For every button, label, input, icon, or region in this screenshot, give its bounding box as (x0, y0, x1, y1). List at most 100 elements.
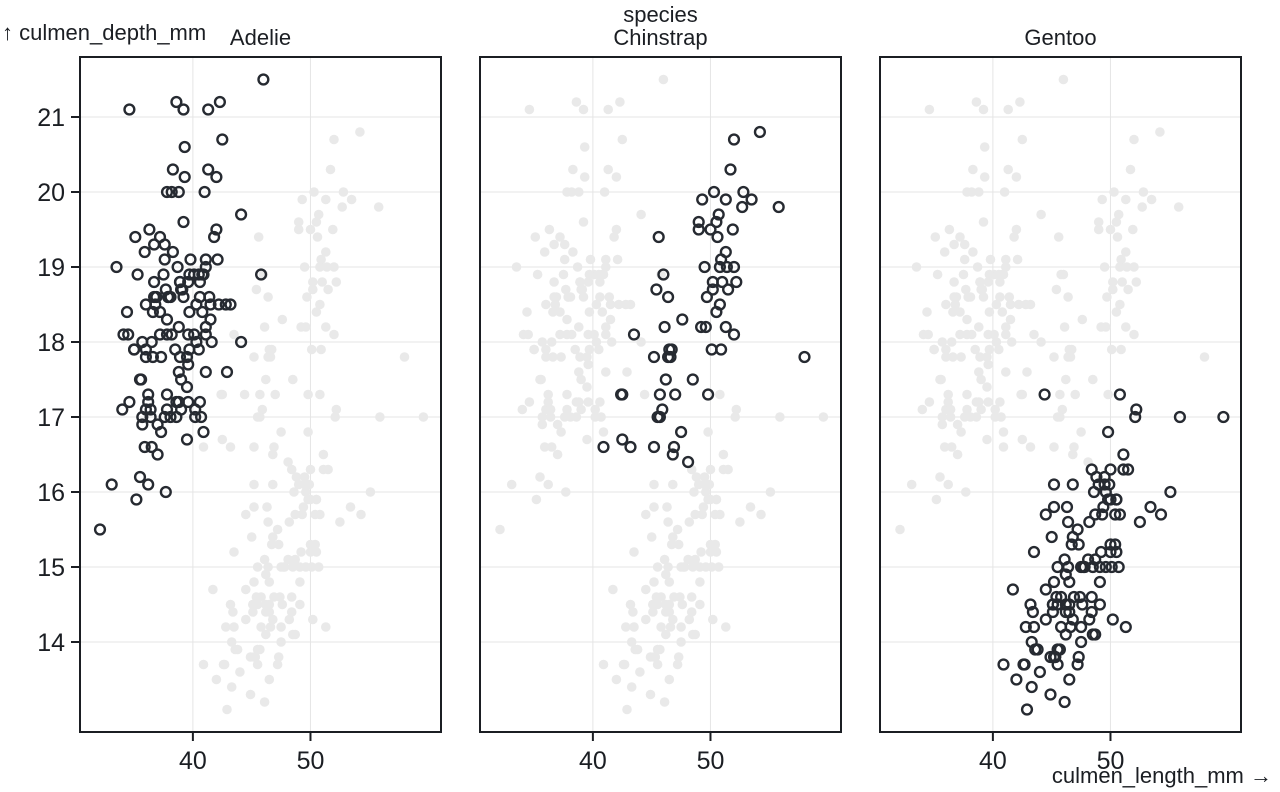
data-point (235, 335, 248, 349)
muted-point (1001, 367, 1011, 377)
data-point (1105, 560, 1118, 574)
data-point (659, 373, 672, 386)
muted-point (984, 307, 995, 317)
data-point (1062, 515, 1075, 529)
muted-point (321, 322, 331, 332)
muted-point (985, 254, 996, 265)
muted-point (225, 442, 236, 452)
muted-point (1105, 224, 1116, 235)
muted-point (676, 622, 686, 632)
muted-point (1131, 277, 1142, 287)
muted-point (399, 352, 410, 362)
muted-point (293, 217, 304, 227)
data-point (194, 410, 208, 424)
muted-point (984, 269, 995, 280)
data-point (160, 388, 174, 401)
muted-point (955, 232, 965, 242)
muted-point (571, 397, 582, 407)
data-point (1062, 560, 1075, 574)
facet-label-gentoo: Gentoo (1024, 25, 1097, 50)
muted-point (649, 577, 659, 587)
muted-point (323, 464, 333, 475)
data-point (1071, 658, 1084, 671)
muted-point (198, 659, 209, 670)
data-point (1075, 635, 1088, 649)
muted-point (548, 307, 558, 317)
muted-point (949, 292, 959, 302)
data-point (1085, 605, 1098, 619)
data-point (183, 305, 196, 319)
muted-point (735, 517, 745, 527)
muted-point (961, 284, 971, 295)
muted-point (1101, 322, 1111, 332)
muted-point (598, 659, 609, 670)
muted-point (609, 232, 619, 242)
facet-panel-adelie: 40 50 14 15 16 17 18 19 20 21 (37, 56, 442, 775)
data-point (182, 328, 195, 341)
data-point (1018, 658, 1031, 671)
muted-point (298, 502, 309, 512)
data-point (692, 215, 705, 229)
data-point (138, 440, 151, 454)
muted-point (962, 314, 972, 325)
muted-point (629, 622, 639, 632)
muted-point (982, 352, 992, 362)
muted-point (983, 397, 993, 407)
data-point (159, 485, 172, 499)
data-point (1033, 665, 1047, 679)
muted-point (941, 344, 951, 355)
muted-point (956, 352, 966, 362)
muted-point (684, 614, 695, 625)
muted-point (562, 329, 572, 340)
data-point (1122, 463, 1135, 476)
muted-point (306, 344, 317, 355)
muted-point (246, 532, 257, 542)
muted-point (649, 479, 659, 490)
data-point (174, 373, 188, 386)
muted-point (556, 352, 566, 362)
muted-point (532, 269, 543, 280)
data-point (1027, 620, 1041, 634)
data-point (255, 268, 268, 281)
data-point (174, 283, 188, 296)
muted-point (984, 344, 995, 355)
muted-point (1066, 344, 1077, 355)
muted-point (311, 217, 322, 227)
muted-point (555, 329, 565, 340)
muted-point (541, 344, 551, 355)
muted-point (310, 539, 320, 550)
muted-point (273, 652, 284, 662)
muted-point (629, 547, 639, 557)
muted-point (270, 389, 280, 400)
muted-point (922, 307, 932, 317)
muted-point (970, 344, 980, 355)
data-point (160, 328, 174, 341)
muted-point (601, 254, 611, 265)
muted-point (952, 449, 963, 460)
data-point (130, 493, 143, 506)
muted-point (582, 382, 592, 392)
muted-point (263, 292, 273, 302)
muted-point (228, 607, 238, 617)
muted-point (1011, 172, 1022, 182)
facet-plot-chinstrap: 40 50 (479, 56, 842, 775)
data-point (196, 305, 209, 319)
data-point (1075, 560, 1088, 574)
muted-point (539, 247, 550, 257)
data-point (138, 245, 151, 259)
muted-point (906, 479, 917, 490)
muted-point (598, 427, 609, 437)
data-point (158, 253, 171, 266)
data-point (1096, 508, 1109, 521)
muted-point (582, 352, 592, 362)
muted-point (259, 554, 270, 565)
muted-point (517, 404, 528, 415)
muted-point (304, 479, 315, 490)
muted-point (1049, 352, 1059, 362)
muted-point (599, 187, 610, 197)
data-point (722, 283, 735, 296)
muted-point (1116, 344, 1126, 355)
muted-point (576, 374, 586, 385)
muted-point (1025, 442, 1036, 452)
muted-point (373, 202, 384, 212)
